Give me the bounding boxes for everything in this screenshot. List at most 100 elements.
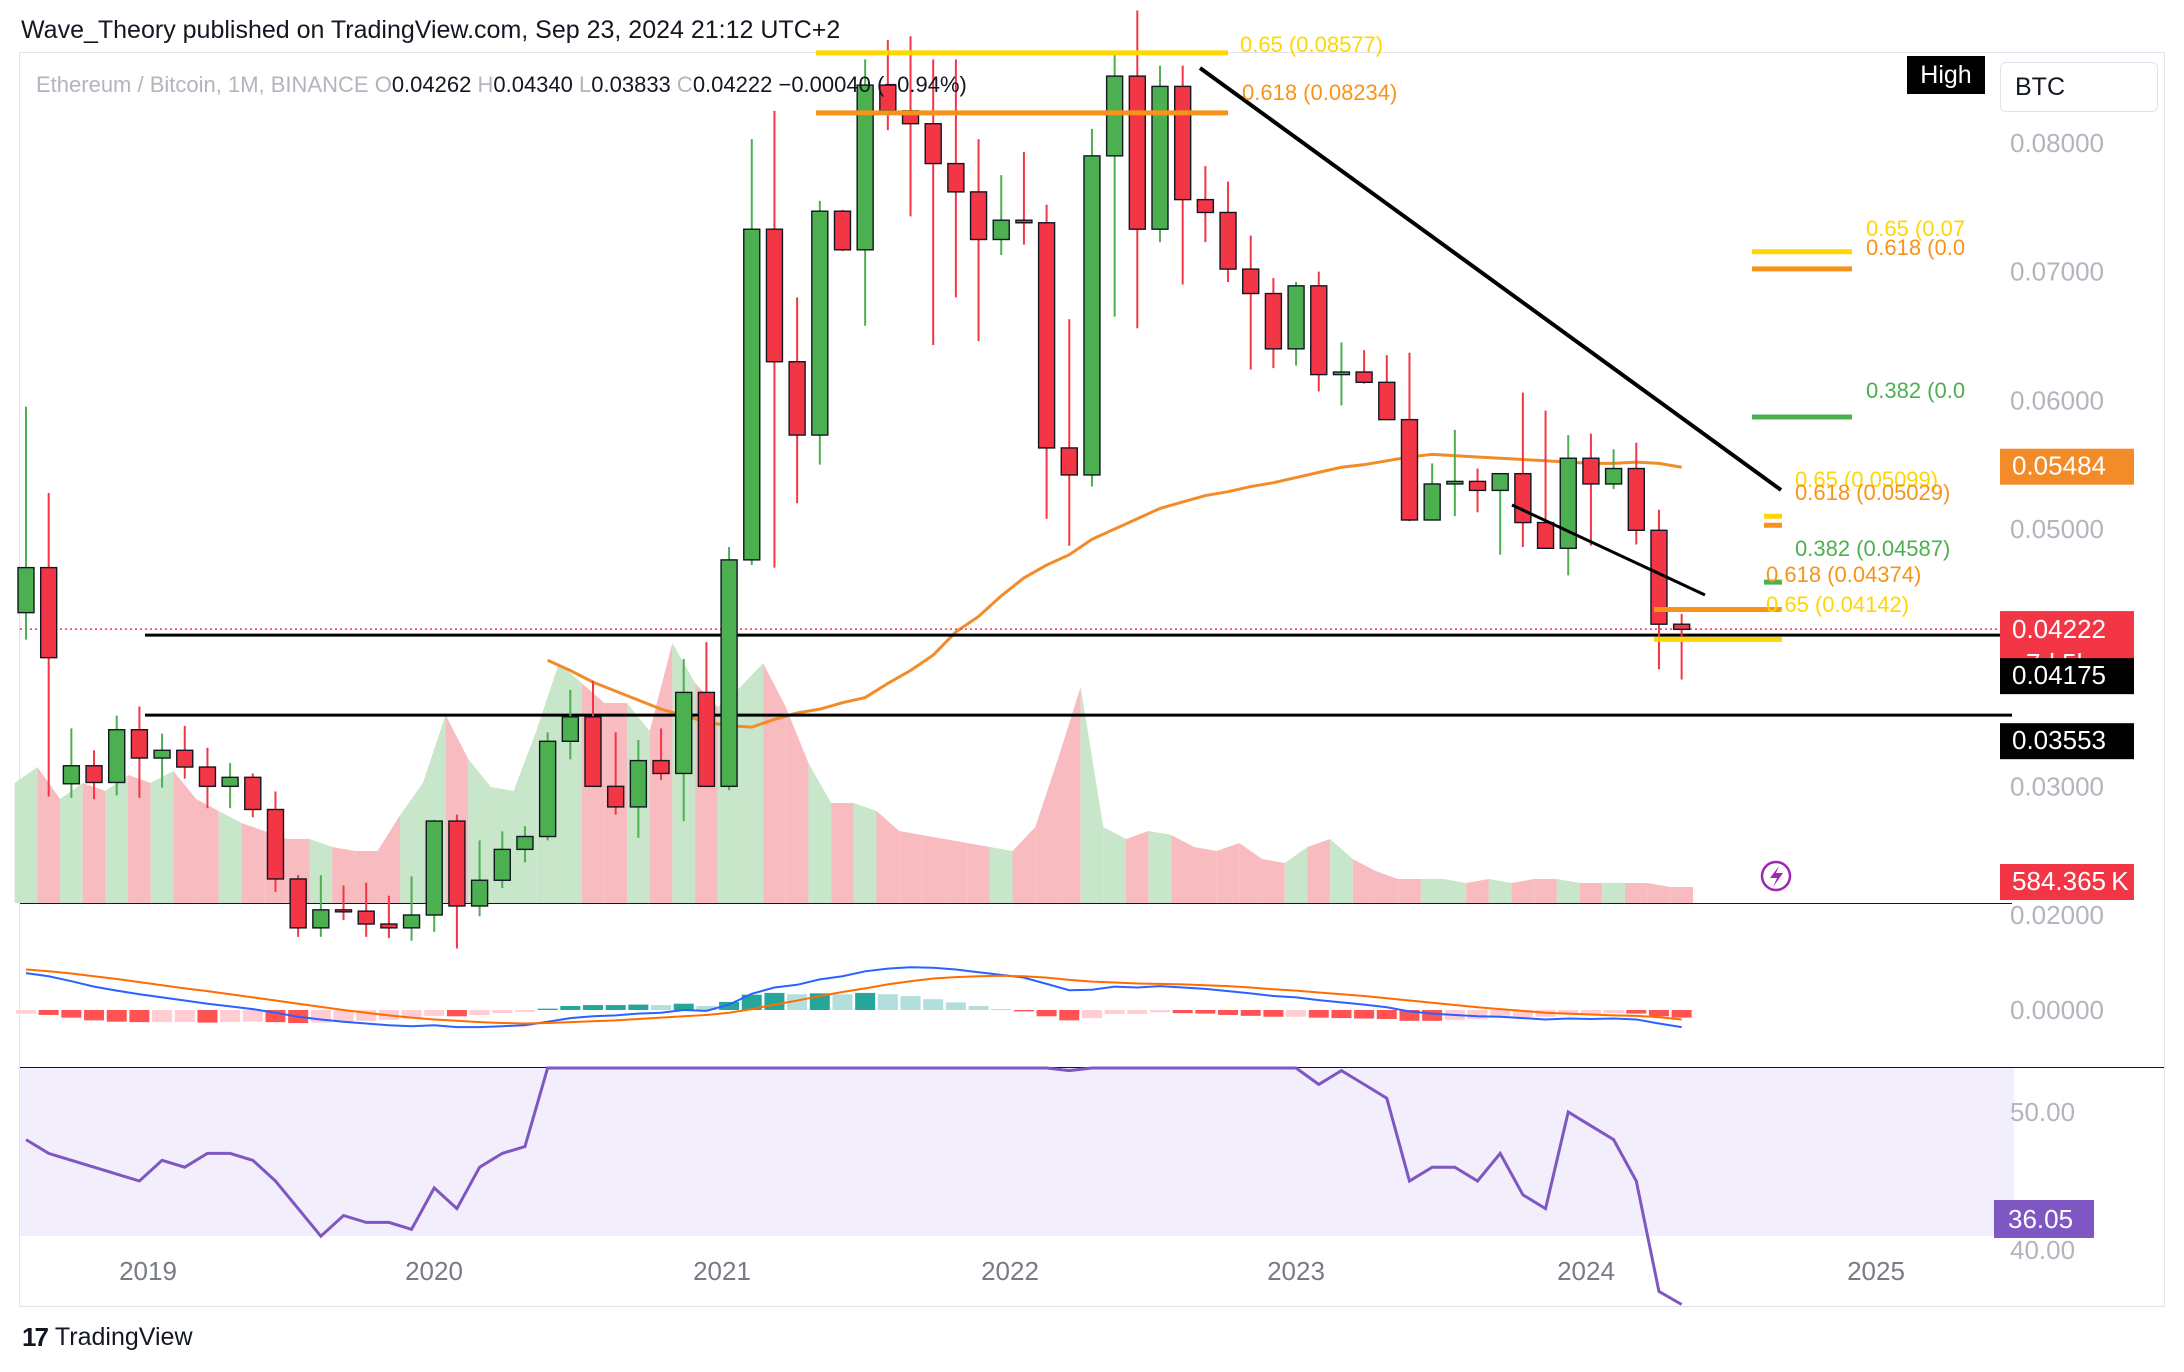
candle-body — [1355, 371, 1373, 384]
macd-histogram-bar — [945, 1002, 966, 1010]
candle-body — [1423, 483, 1441, 521]
volume-area — [1375, 871, 1399, 903]
close-value: 0.04222 — [692, 72, 773, 97]
macd-histogram-bar — [764, 992, 785, 1010]
macd-histogram-bar — [152, 1010, 173, 1023]
volume-area — [808, 763, 832, 903]
candle-body — [1491, 472, 1509, 492]
macd-histogram-bar — [968, 1005, 989, 1010]
publisher-text: Wave_Theory published on TradingView.com… — [21, 16, 841, 44]
volume-area — [989, 847, 1013, 903]
candle-body — [969, 191, 988, 241]
currency-button[interactable]: BTC — [2000, 62, 2158, 112]
candle-body — [1310, 285, 1328, 376]
time-axis-tick: 2023 — [1267, 1256, 1325, 1286]
candle-body — [675, 691, 693, 775]
macd-histogram-bar — [1558, 1010, 1579, 1015]
time-axis-tick: 2021 — [693, 1256, 751, 1286]
rsi-axis-tick: 50.00 — [2010, 1097, 2075, 1127]
candle-body — [1264, 292, 1283, 350]
volume-area — [196, 799, 219, 903]
rsi-band — [20, 1068, 2014, 1236]
low-key: L — [579, 72, 592, 97]
support2-label: 0.03553 — [2012, 725, 2106, 755]
macd-histogram-bar — [628, 1004, 649, 1010]
volume-area — [468, 759, 491, 903]
macd-histogram-bar — [1490, 1010, 1511, 1018]
candle-body — [697, 691, 716, 788]
volume-area — [1579, 883, 1603, 903]
macd-histogram-bar — [1150, 1010, 1170, 1013]
volume-area — [1443, 879, 1467, 903]
candle-body — [334, 909, 353, 913]
pane-separator-1 — [20, 903, 2012, 904]
candle-body — [266, 808, 285, 880]
fib-level-label: 0.618 (0.0 — [1866, 235, 1965, 260]
high-button[interactable]: High — [1907, 56, 1985, 94]
macd-histogram-bar — [991, 1009, 1012, 1011]
volume-area — [1194, 847, 1217, 903]
macd-histogram-bar — [446, 1010, 467, 1017]
price-axis-tick: 0.07000 — [2010, 257, 2104, 287]
macd-histogram-bar — [356, 1010, 377, 1021]
volume-area — [1239, 843, 1263, 903]
time-axis-tick: 2025 — [1847, 1256, 1905, 1286]
volume-area — [82, 783, 106, 903]
candle-body — [402, 914, 421, 929]
candle-body — [629, 759, 648, 808]
macd-histogram-bar — [1648, 1010, 1669, 1017]
moving-average-line — [547, 452, 1682, 729]
candle-body — [1332, 371, 1351, 376]
macd-histogram-bar — [651, 1005, 672, 1010]
candle-body — [947, 162, 965, 193]
macd-histogram-bar — [1512, 1010, 1533, 1018]
macd-histogram-bar — [1104, 1010, 1125, 1015]
volume-area — [400, 783, 423, 903]
candle-body — [1446, 480, 1464, 485]
macd-histogram-bar — [38, 1010, 59, 1015]
candle-body — [1242, 268, 1260, 295]
candle-body — [289, 878, 307, 929]
macd-histogram-bar — [333, 1010, 354, 1022]
volume-area — [1420, 879, 1444, 903]
macd-histogram-bar — [1422, 1010, 1443, 1021]
macd-histogram-bar — [469, 1010, 490, 1015]
ma-price-label: 0.05484 — [2012, 451, 2106, 481]
time-axis-tick: 2020 — [405, 1256, 463, 1286]
macd-histogram-bar — [106, 1010, 127, 1022]
macd-histogram-bar — [1671, 1010, 1692, 1018]
volume-area — [332, 847, 355, 903]
macd-histogram-bar — [855, 992, 876, 1010]
candle-body — [62, 765, 81, 785]
volume-area — [899, 831, 922, 903]
macd-histogram-bar — [1308, 1010, 1329, 1018]
footer-brand: 17 TradingView — [22, 1322, 193, 1353]
candle-body — [1083, 155, 1101, 476]
macd-histogram-bar — [1286, 1010, 1307, 1017]
rsi-value-label: 36.05 — [2008, 1204, 2073, 1234]
fib-level-label: 0.382 (0.04587) — [1795, 536, 1950, 561]
low-value: 0.03833 — [591, 72, 671, 97]
candle-body — [357, 910, 375, 925]
ohlc-legend: Ethereum / Bitcoin, 1M, BINANCE O0.04262… — [36, 72, 967, 98]
macd-histogram-bar — [923, 999, 944, 1010]
fib-level-label: 0.65 (0.08577) — [1240, 32, 1383, 57]
macd-histogram-bar — [673, 1003, 694, 1010]
macd-histogram-bar — [197, 1010, 218, 1023]
macd-histogram-bar — [1376, 1010, 1397, 1019]
change-value: −0.00040 (−0.94%) — [778, 72, 967, 97]
macd-histogram-bar — [220, 1010, 241, 1023]
time-axis-tick: 2022 — [981, 1256, 1039, 1286]
volume-area — [354, 851, 378, 903]
volume-area — [1262, 859, 1285, 903]
fib-level-label: 0.65 (0.05099) — [1795, 467, 1938, 492]
volume-area — [785, 707, 809, 903]
macd-line — [25, 966, 1682, 1029]
macd-histogram-bar — [492, 1010, 513, 1014]
candle-body — [1060, 447, 1078, 476]
ma-price-label-box — [2000, 448, 2134, 485]
volume-area — [1035, 759, 1058, 903]
time-axis-tick: 2024 — [1557, 1256, 1615, 1286]
volume-area — [14, 767, 38, 903]
